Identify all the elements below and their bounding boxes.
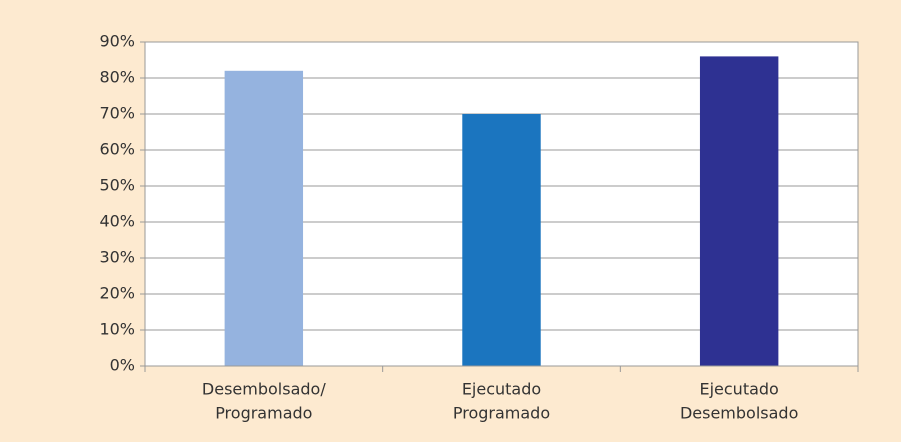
y-tick-label: 90% (99, 32, 135, 51)
y-tick-label: 80% (99, 68, 135, 87)
x-tick-label: Programado (453, 404, 550, 423)
y-tick-label: 40% (99, 212, 135, 231)
y-tick-label: 20% (99, 284, 135, 303)
bar (462, 114, 541, 366)
x-tick-label: Desembolsado (680, 404, 798, 423)
x-tick-label: Ejecutado (462, 380, 541, 399)
x-tick-label: Ejecutado (699, 380, 778, 399)
y-tick-label: 60% (99, 140, 135, 159)
y-tick-label: 10% (99, 320, 135, 339)
y-tick-label: 70% (99, 104, 135, 123)
bar (699, 56, 779, 367)
x-tick-label: Desembolsado/ (202, 380, 326, 399)
y-tick-label: 30% (99, 248, 135, 267)
x-tick-label: Programado (215, 404, 312, 423)
y-tick-label: 0% (110, 356, 135, 375)
y-tick-label: 50% (99, 176, 135, 195)
bar (224, 70, 304, 367)
